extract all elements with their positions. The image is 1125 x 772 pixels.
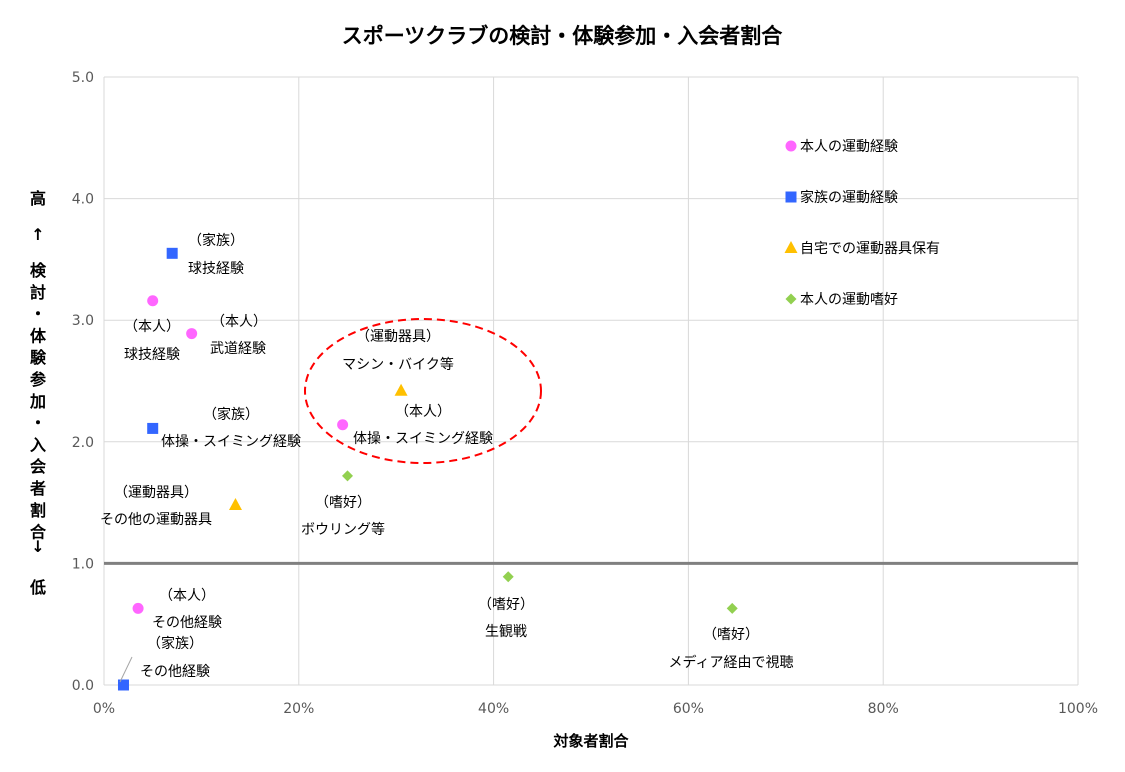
data-point-square-marker — [166, 247, 178, 259]
point-label: 武道経験 — [210, 341, 266, 357]
legend-diamond-marker — [785, 293, 797, 305]
y-label-top: 高 — [30, 189, 46, 208]
point-label: 球技経験 — [188, 261, 244, 277]
point-label: （運動器具） — [114, 485, 198, 501]
y-tick-label: 4.0 — [72, 192, 94, 208]
y-axis-title-char: 体 — [30, 326, 47, 345]
y-axis-title-char: 入 — [30, 435, 46, 454]
point-label: ボウリング等 — [301, 521, 385, 538]
y-tick-label: 3.0 — [72, 313, 94, 329]
point-label: （嗜好） — [703, 627, 759, 643]
x-tick-label: 60% — [673, 701, 704, 717]
y-axis-title-char: 合 — [30, 523, 47, 542]
highlight-ellipse — [304, 318, 542, 464]
y-label-up-arrow: ↑ — [31, 225, 44, 244]
x-tick-label: 40% — [478, 701, 509, 717]
point-label: （家族） — [203, 406, 259, 423]
y-tick-label: 1.0 — [72, 556, 94, 572]
point-label: その他の運動器具 — [100, 512, 212, 528]
x-tick-label: 0% — [93, 701, 115, 717]
leader-line — [119, 656, 133, 683]
data-point-circle-marker — [147, 295, 159, 307]
legend-triangle-marker — [784, 241, 798, 253]
point-label: （運動器具） — [356, 329, 440, 345]
x-tick-label: 100% — [1058, 701, 1098, 717]
point-label: （本人） — [395, 404, 451, 420]
y-axis-title-char: 参 — [30, 370, 47, 389]
y-axis-title-char: 検 — [30, 261, 47, 280]
data-point-triangle-marker — [228, 498, 242, 511]
point-annotations: （本人） 武道経験 （本人） 体操・スイミング経験 （本人） その他経験 （家族） 球技経験 （… — [100, 232, 794, 680]
x-tick-label: 20% — [283, 701, 314, 717]
y-axis-title-char: 加 — [29, 392, 46, 411]
data-point-square-marker — [147, 422, 159, 434]
point-label: 体操・スイミング経験 — [353, 431, 493, 447]
data-point-circle-marker — [132, 602, 144, 614]
legend-label: 本人の運動経験 — [800, 139, 898, 155]
y-axis-title: 検討・体験参加・入会者割合 — [29, 261, 47, 542]
point-label: 体操・スイミング経験 — [161, 434, 301, 450]
gridlines — [103, 76, 1079, 686]
data-point-circle-marker — [337, 419, 349, 431]
y-axis-title-char: ・ — [30, 305, 46, 324]
x-tick-label: 80% — [868, 701, 899, 717]
legend-square-marker — [785, 191, 797, 203]
point-label: メディア経由で視聴 — [668, 654, 793, 671]
point-label: 生観戦 — [485, 623, 527, 640]
point-label: （家族） — [188, 232, 244, 249]
legend-label: 家族の運動経験 — [800, 189, 898, 206]
y-tick-label: 0.0 — [72, 678, 94, 694]
data-point-diamond-marker — [342, 470, 353, 482]
plot-area — [104, 77, 1078, 685]
data-point-square-marker — [117, 679, 129, 691]
point-label: （家族） — [147, 635, 203, 652]
y-tick-label: 2.0 — [72, 435, 94, 451]
data-point-circle-marker — [186, 328, 198, 340]
data-point-triangle-marker — [394, 383, 408, 396]
data-point-diamond-marker — [726, 602, 738, 614]
y-axis-title-char: 割 — [30, 501, 46, 520]
legend-label: 自宅での運動器具保有 — [800, 241, 940, 257]
legend-label: 本人の運動嗜好 — [800, 292, 898, 308]
point-label: （本人） — [159, 588, 215, 604]
point-label: その他経験 — [152, 615, 222, 631]
x-axis-title: 対象者割合 — [552, 732, 629, 750]
y-axis-title-char: 会 — [30, 457, 46, 476]
y-axis-title-char: 者 — [29, 479, 46, 498]
point-label: （本人） — [211, 314, 267, 330]
point-label: マシン・バイク等 — [342, 356, 454, 373]
point-label: （嗜好） — [315, 495, 371, 511]
y-label-bottom: 低 — [29, 578, 46, 597]
y-label-down-arrow: ↓ — [31, 537, 44, 556]
y-tick-label: 5.0 — [72, 70, 94, 86]
axis-ticks: 0% 20% 40% 60% 80% 100% 0.0 1.0 2.0 3.0 4.0 5.0 — [72, 70, 1098, 717]
data-points — [117, 247, 738, 691]
y-axis-title-char: 討 — [30, 283, 46, 302]
y-axis-title-char: 験 — [30, 348, 47, 367]
point-label: その他経験 — [140, 664, 210, 680]
point-label: 球技経験 — [124, 347, 180, 363]
data-point-diamond-marker — [502, 571, 514, 583]
legend-circle-marker — [785, 140, 797, 152]
y-axis-title-char: ・ — [30, 414, 46, 433]
chart-title: スポーツクラブの検討・体験参加・入会者割合 — [342, 24, 784, 48]
point-label: （本人） — [124, 319, 180, 335]
point-label: （嗜好） — [478, 597, 534, 613]
